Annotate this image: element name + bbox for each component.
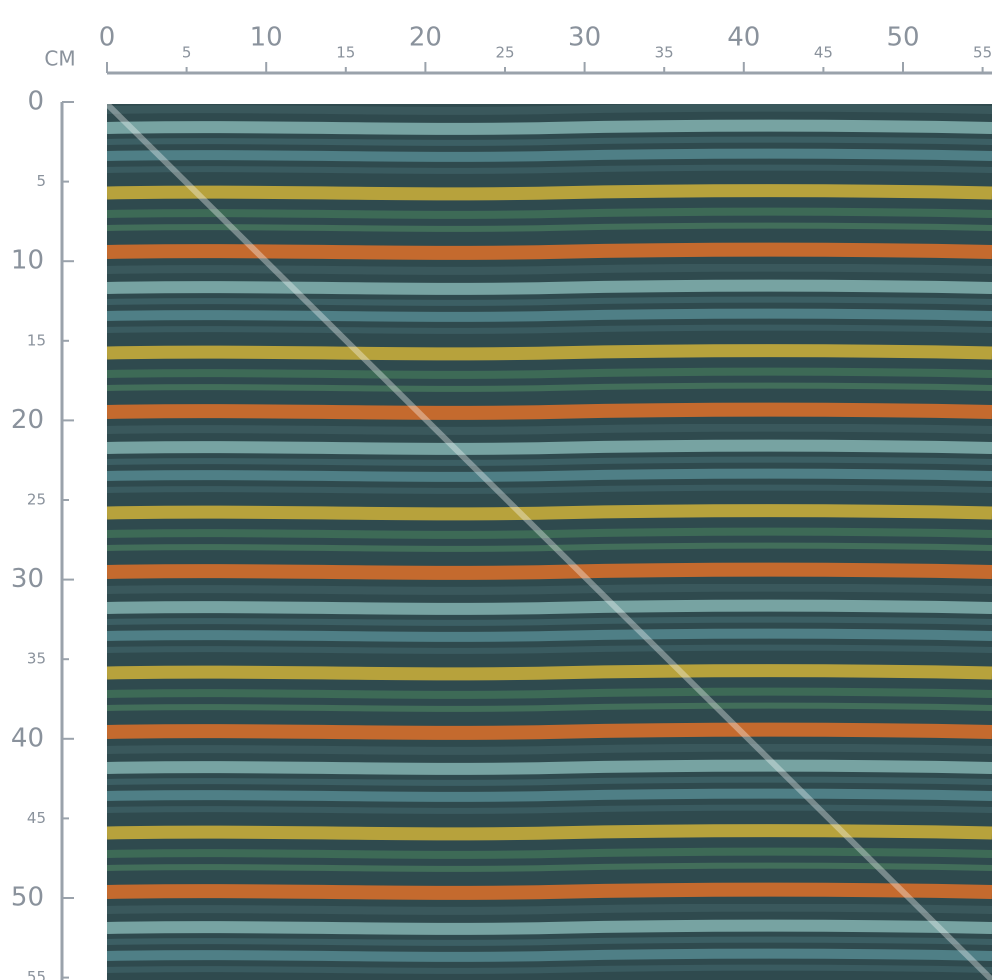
left-tick-label: 25 [27,491,46,509]
top-tick-label: 55 [973,44,992,62]
top-tick-label: 5 [182,44,192,62]
left-tick-label: 20 [11,405,44,435]
left-tick-label: 35 [27,650,46,668]
top-tick-label: 10 [250,23,283,53]
left-tick-label: 45 [27,809,46,827]
top-tick-label: 25 [495,44,514,62]
left-tick-label: 55 [27,968,46,980]
left-tick-label: 10 [11,246,44,276]
left-tick-label: 15 [27,331,46,349]
unit-label: CM [44,47,75,71]
left-tick-label: 50 [11,883,44,913]
left-tick-label: 5 [36,172,46,190]
top-tick-label: 45 [814,44,833,62]
top-tick-label: 0 [99,23,116,53]
left-tick-label: 40 [11,723,44,753]
top-tick-label: 50 [886,23,919,53]
top-tick-label: 30 [568,23,601,53]
fabric-swatch [107,104,992,980]
left-tick-label: 30 [11,564,44,594]
top-tick-label: 35 [655,44,674,62]
top-tick-label: 15 [336,44,355,62]
diagonal-guide [107,104,992,980]
left-tick-label: 0 [27,87,44,117]
top-tick-label: 20 [409,23,442,53]
top-tick-label: 40 [727,23,760,53]
